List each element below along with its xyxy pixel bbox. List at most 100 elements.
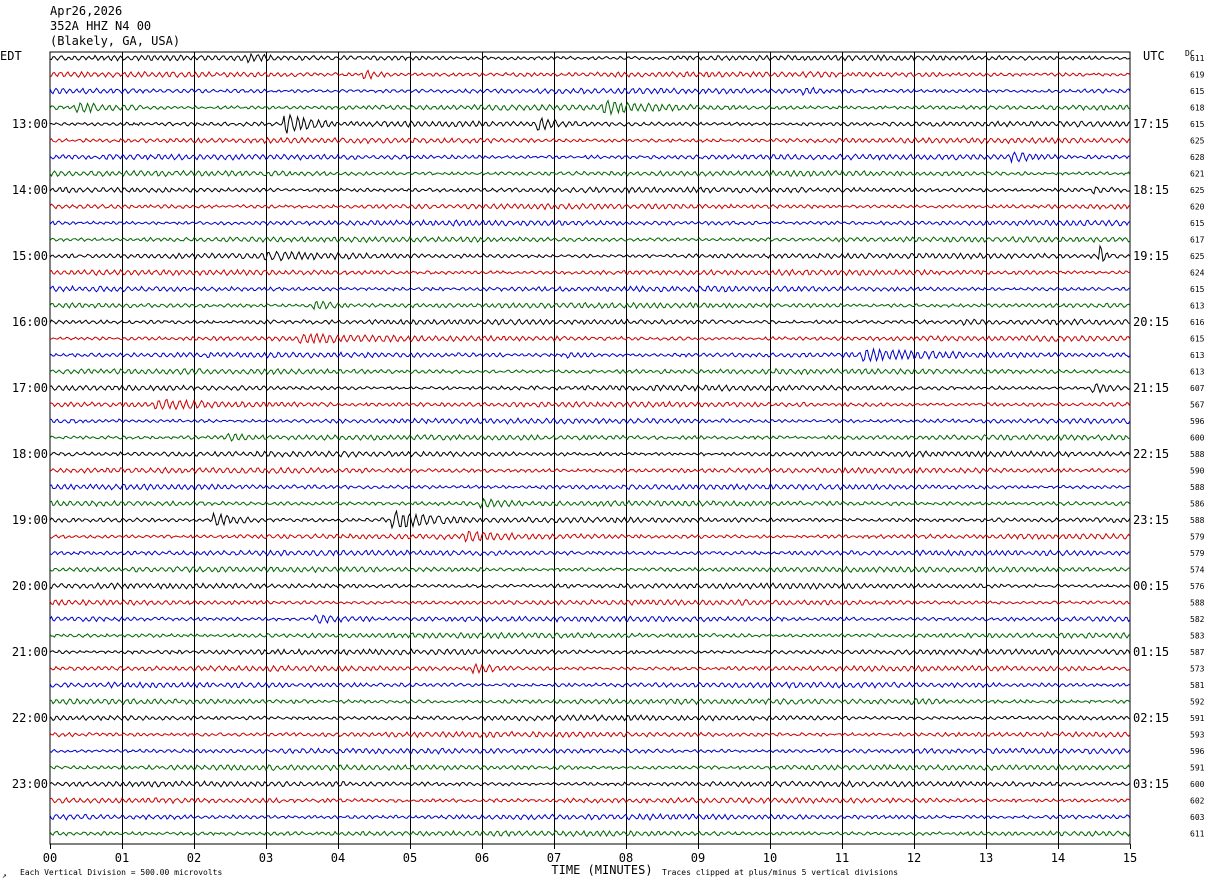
trace-line — [49, 347, 1131, 363]
trace-line — [49, 730, 1131, 739]
trace-line — [49, 714, 1131, 722]
dc-offset-label: 586 — [1190, 500, 1205, 509]
x-tick-label: 00 — [43, 851, 57, 865]
clip-note: Traces clipped at plus/minus 5 vertical … — [662, 868, 898, 877]
dc-offset-label: 602 — [1190, 797, 1205, 806]
trace-line — [49, 482, 1131, 491]
edt-hour-label: 15:00 — [12, 249, 48, 263]
dc-offset-label: 615 — [1190, 335, 1205, 344]
edt-hour-label: 16:00 — [12, 315, 48, 329]
dc-offset-label: 588 — [1190, 599, 1205, 608]
utc-hour-label: 19:15 — [1133, 249, 1169, 263]
x-tick-label: 01 — [115, 851, 129, 865]
x-tick-label: 10 — [763, 851, 777, 865]
trace-line — [49, 697, 1131, 706]
dc-offset-label: 596 — [1190, 417, 1205, 426]
x-tick-label: 05 — [403, 851, 417, 865]
edt-hour-label: 20:00 — [12, 579, 48, 593]
trace-line — [49, 631, 1131, 640]
dc-offset-label: 592 — [1190, 698, 1205, 707]
x-tick-label: 13 — [979, 851, 993, 865]
trace-line — [49, 318, 1131, 326]
dc-offset-label: 590 — [1190, 467, 1205, 476]
trace-line — [49, 383, 1131, 394]
edt-hour-label: 17:00 — [12, 381, 48, 395]
utc-hour-label: 01:15 — [1133, 645, 1169, 659]
dc-offset-label: 581 — [1190, 681, 1205, 690]
x-tick-label: 04 — [331, 851, 345, 865]
dc-offset-label: 591 — [1190, 714, 1205, 723]
dc-offset-label: 583 — [1190, 632, 1205, 641]
minute-grid — [49, 51, 1131, 849]
header-location: (Blakely, GA, USA) — [50, 34, 180, 48]
trace-line — [49, 136, 1131, 145]
x-tick-label: 15 — [1123, 851, 1137, 865]
edt-hour-label: 23:00 — [12, 777, 48, 791]
dc-offset-label: 613 — [1190, 302, 1205, 311]
trace-line — [49, 398, 1131, 411]
dc-offset-label: 615 — [1190, 87, 1205, 96]
trace-line — [49, 582, 1131, 591]
dc-offset-label: 625 — [1190, 137, 1205, 146]
trace-line — [49, 244, 1131, 263]
trace-line — [49, 151, 1131, 164]
dc-offset-label: 613 — [1190, 368, 1205, 377]
utc-hour-label: 22:15 — [1133, 447, 1169, 461]
edt-hour-label: 19:00 — [12, 513, 48, 527]
trace-line — [49, 509, 1131, 530]
dc-offset-label: 611 — [1190, 830, 1205, 839]
dc-offset-label: 579 — [1190, 533, 1205, 542]
trace-line — [49, 747, 1131, 755]
trace-line — [49, 284, 1131, 293]
dc-offset-label: 591 — [1190, 764, 1205, 773]
x-tick-label: 03 — [259, 851, 273, 865]
x-tick-label: 08 — [619, 851, 633, 865]
corner-mark-icon: ↗ — [2, 871, 7, 880]
dc-offset-label: 607 — [1190, 384, 1205, 393]
trace-line — [49, 829, 1131, 838]
trace-line — [49, 300, 1131, 311]
dc-offset-label: 588 — [1190, 483, 1205, 492]
trace-line — [49, 681, 1131, 689]
dc-offset-label: 617 — [1190, 236, 1205, 245]
trace-line — [49, 332, 1131, 345]
header-date: Apr26,2026 — [50, 4, 122, 18]
dc-offset-label: 573 — [1190, 665, 1205, 674]
edt-hour-label: 21:00 — [12, 645, 48, 659]
trace-line — [49, 113, 1131, 134]
x-tick-label: 07 — [547, 851, 561, 865]
x-tick-label: 09 — [691, 851, 705, 865]
dc-offset-label: 579 — [1190, 549, 1205, 558]
dc-offset-label: 625 — [1190, 186, 1205, 195]
dc-offset-label: 624 — [1190, 269, 1205, 278]
dc-offset-label: 593 — [1190, 731, 1205, 740]
edt-hour-label: 14:00 — [12, 183, 48, 197]
trace-line — [49, 235, 1131, 244]
trace-line — [49, 796, 1131, 805]
dc-offset-label: 619 — [1190, 71, 1205, 80]
dc-offset-label: 587 — [1190, 648, 1205, 657]
trace-line — [49, 417, 1131, 425]
trace-line — [49, 466, 1131, 475]
trace-line — [49, 202, 1131, 211]
trace-line — [49, 99, 1131, 117]
trace-line — [49, 450, 1131, 459]
x-tick-label: 14 — [1051, 851, 1065, 865]
x-tick-label: 02 — [187, 851, 201, 865]
header-station: 352A HHZ N4 00 — [50, 19, 151, 33]
dc-offset-label: 600 — [1190, 780, 1205, 789]
trace-line — [49, 52, 1131, 64]
dc-offset-label: 611 — [1190, 54, 1205, 63]
dc-offset-label: 618 — [1190, 104, 1205, 113]
trace-line — [49, 779, 1131, 788]
right-timezone-label: UTC — [1143, 49, 1165, 63]
left-timezone-label: EDT — [0, 49, 22, 63]
trace-line — [49, 648, 1131, 656]
trace-line — [49, 86, 1131, 97]
trace-line — [49, 530, 1131, 543]
trace-line — [49, 69, 1131, 81]
dc-offset-label: 588 — [1190, 450, 1205, 459]
trace-line — [49, 169, 1131, 178]
dc-offset-header: DC — [1185, 49, 1195, 58]
